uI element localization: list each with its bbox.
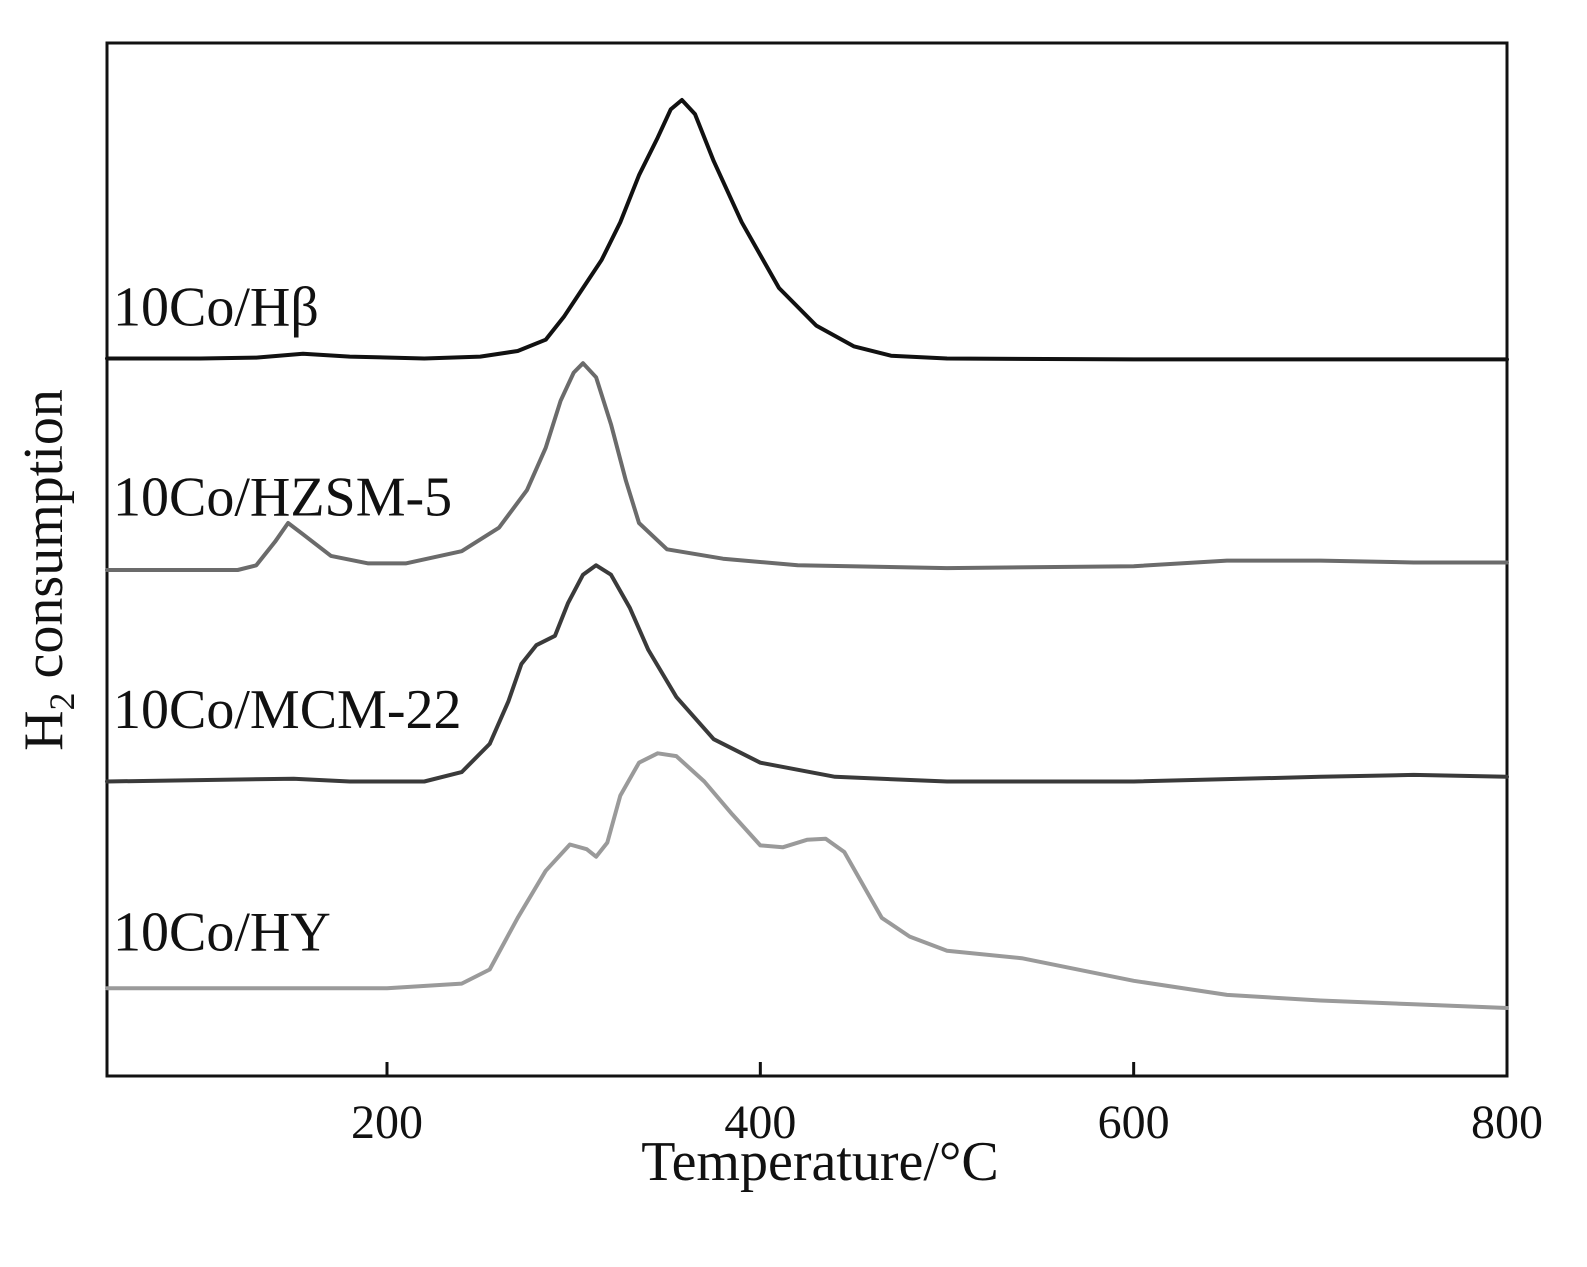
x-tick-label-1: 400 [724,1096,796,1149]
y-axis-label-subscript: 2 [42,692,82,710]
series-line-3 [105,751,1509,1010]
plot-frame [105,41,1509,1078]
series-layer [105,98,1509,1010]
x-axis-label: Temperature/°C [641,1131,998,1193]
y-axis-label-rest: consumption [13,389,75,692]
x-tick-layer: 200 400 600 800 [351,1062,1543,1149]
y-axis-label-main: H [13,710,75,750]
series-label-layer: 10Co/Hβ 10Co/HZSM-5 10Co/MCM-22 10Co/HY [113,277,462,964]
series-label-3: 10Co/HY [113,902,331,964]
y-axis-label: H2 consumption [13,389,82,751]
x-tick-label-3: 800 [1471,1096,1543,1149]
series-line-1 [105,361,1509,572]
series-line-2 [105,563,1509,784]
series-label-2: 10Co/MCM-22 [113,679,462,741]
series-label-0: 10Co/Hβ [113,277,319,339]
series-label-1: 10Co/HZSM-5 [113,466,452,528]
x-tick-label-0: 200 [351,1096,423,1149]
series-line-0 [105,98,1509,362]
x-tick-label-2: 600 [1098,1096,1170,1149]
